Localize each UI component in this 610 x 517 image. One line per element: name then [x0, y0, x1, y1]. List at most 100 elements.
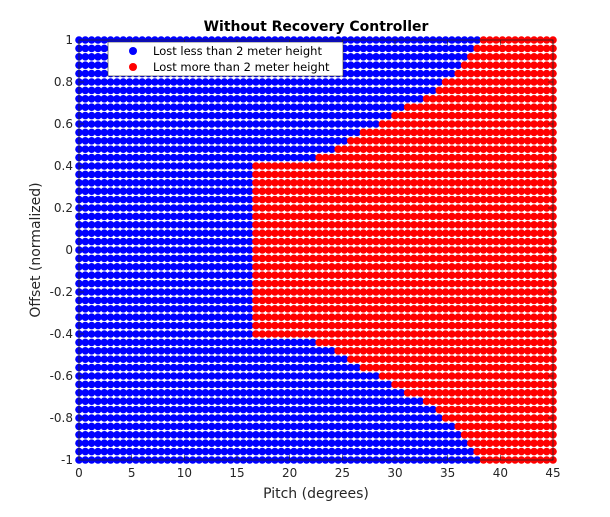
data-point	[309, 397, 317, 406]
data-point	[170, 271, 178, 280]
data-point	[321, 86, 330, 95]
data-point	[486, 447, 494, 456]
data-point	[473, 431, 481, 439]
data-point	[309, 137, 317, 145]
data-point	[448, 53, 456, 61]
data-point	[467, 397, 475, 406]
data-point	[359, 431, 368, 439]
data-point	[504, 212, 513, 221]
data-point	[188, 170, 197, 179]
data-point	[113, 422, 121, 431]
data-point	[492, 355, 500, 364]
data-point	[448, 170, 456, 179]
data-point	[315, 338, 323, 347]
data-point	[359, 288, 368, 296]
data-point	[113, 120, 121, 128]
data-point	[239, 330, 248, 338]
data-point	[226, 95, 235, 103]
data-point	[214, 330, 222, 338]
data-point	[163, 380, 172, 389]
data-point	[100, 237, 109, 246]
data-point	[416, 237, 425, 246]
data-point	[441, 347, 450, 355]
data-point	[233, 271, 241, 280]
data-point	[486, 195, 494, 204]
data-point	[517, 78, 526, 86]
data-point	[138, 447, 146, 456]
data-point	[523, 380, 532, 389]
data-point	[416, 153, 425, 162]
data-point	[94, 363, 102, 372]
data-point	[302, 204, 311, 212]
data-point	[277, 187, 286, 195]
data-point	[397, 179, 406, 187]
data-point	[94, 195, 102, 204]
data-point	[220, 153, 229, 162]
data-point	[422, 229, 431, 237]
data-point	[340, 212, 349, 221]
data-point	[245, 237, 254, 246]
data-point	[309, 120, 317, 128]
data-point	[384, 363, 393, 372]
data-point	[252, 229, 260, 237]
data-point	[214, 254, 222, 263]
data-point	[258, 170, 267, 179]
data-point	[315, 389, 323, 397]
data-point	[378, 288, 387, 296]
data-point	[233, 237, 241, 246]
data-point	[328, 397, 336, 406]
data-point	[144, 145, 153, 153]
data-point	[467, 111, 475, 120]
data-point	[448, 355, 456, 364]
data-point	[492, 103, 500, 111]
data-point	[384, 221, 393, 229]
data-point	[542, 120, 551, 128]
data-point	[220, 95, 229, 103]
data-point	[125, 111, 134, 120]
data-point	[290, 237, 298, 246]
data-point	[523, 254, 532, 263]
data-point	[334, 347, 342, 355]
data-point	[372, 120, 380, 128]
data-point	[384, 103, 393, 111]
data-point	[460, 153, 469, 162]
data-point	[125, 254, 134, 263]
data-point	[429, 431, 437, 439]
data-point	[429, 288, 437, 296]
data-point	[384, 380, 393, 389]
data-point	[252, 271, 260, 280]
data-point	[384, 397, 393, 406]
data-point	[340, 363, 349, 372]
data-point	[233, 221, 241, 229]
data-point	[473, 103, 481, 111]
data-point	[188, 95, 197, 103]
data-point	[207, 389, 216, 397]
data-point	[403, 61, 412, 69]
data-point	[328, 363, 336, 372]
data-point	[504, 254, 513, 263]
data-point	[384, 237, 393, 246]
data-point	[100, 380, 109, 389]
data-point	[353, 447, 361, 456]
data-point	[100, 254, 109, 263]
data-point	[530, 86, 538, 95]
data-point	[195, 431, 203, 439]
data-point	[359, 187, 368, 195]
data-point	[429, 162, 437, 170]
data-point	[94, 271, 102, 280]
data-point	[365, 355, 374, 364]
data-point	[473, 372, 481, 380]
data-point	[542, 204, 551, 212]
data-point	[163, 271, 172, 280]
data-point	[448, 229, 456, 237]
data-point	[195, 254, 203, 263]
data-point	[81, 296, 90, 305]
data-point	[523, 372, 532, 380]
data-point	[151, 145, 159, 153]
data-point	[365, 254, 374, 263]
data-point	[245, 246, 254, 254]
data-point	[182, 212, 191, 221]
data-point	[283, 305, 292, 313]
data-point	[479, 229, 488, 237]
data-point	[530, 137, 538, 145]
